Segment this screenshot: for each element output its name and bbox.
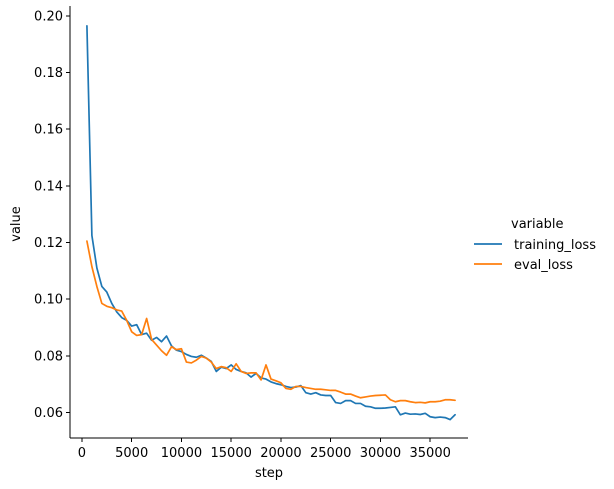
plot-area: 0 5000 10000 15000 20000 25000 30000 35000 0.06…	[34, 6, 468, 461]
y-tick-label: 0.20	[34, 9, 63, 24]
x-tick-label: 15000	[211, 446, 252, 461]
y-tick-label: 0.12	[34, 236, 63, 251]
x-tick-label: 20000	[260, 446, 301, 461]
x-axis-ticks: 0 5000 10000 15000 20000 25000 30000 35000	[78, 438, 451, 461]
x-axis-label: step	[255, 466, 283, 481]
series-line-eval-loss	[86, 240, 456, 404]
x-tick-label: 25000	[310, 446, 351, 461]
series-layer	[86, 24, 456, 421]
x-tick-label: 5000	[115, 446, 148, 461]
series-line-training-loss	[86, 24, 456, 421]
x-tick-label: 30000	[360, 446, 401, 461]
legend-title: variable	[511, 217, 563, 232]
y-tick-label: 0.16	[34, 123, 63, 138]
y-tick-label: 0.08	[34, 349, 63, 364]
y-axis-ticks: 0.06 0.08 0.10 0.12 0.14 0.16 0.18 0.20	[34, 9, 70, 421]
legend: variable training_loss eval_loss	[474, 217, 596, 273]
y-tick-label: 0.18	[34, 66, 63, 81]
legend-label-eval-loss: eval_loss	[514, 258, 573, 273]
x-tick-label: 0	[78, 446, 86, 461]
y-tick-label: 0.06	[34, 406, 63, 421]
y-tick-label: 0.10	[34, 293, 63, 308]
y-tick-label: 0.14	[34, 179, 63, 194]
y-axis-label: value	[9, 206, 24, 242]
x-tick-label: 35000	[410, 446, 451, 461]
legend-label-training-loss: training_loss	[514, 238, 596, 253]
x-tick-label: 10000	[161, 446, 202, 461]
